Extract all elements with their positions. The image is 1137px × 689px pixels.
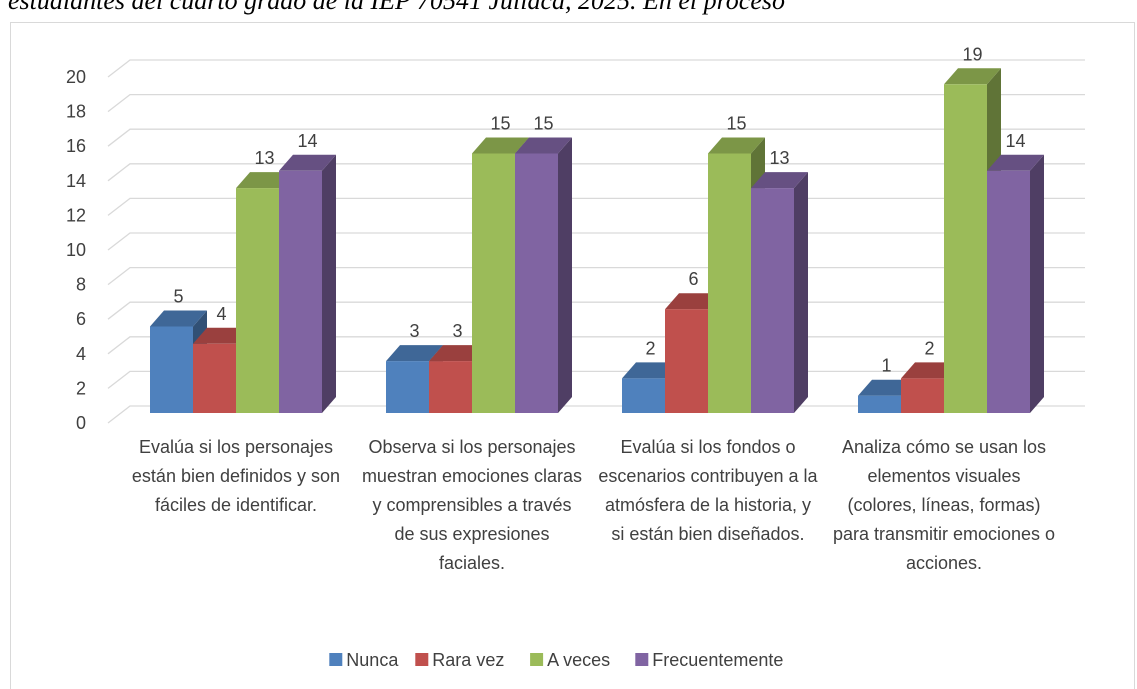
legend: Nunca Rara vez A veces Frecuentemente [329, 650, 783, 670]
y-tick-label: 16 [66, 136, 86, 156]
data-label: 1 [881, 356, 891, 376]
bar [472, 153, 515, 413]
bar-side [1030, 154, 1044, 414]
bar-top [150, 310, 207, 327]
bar-top [665, 293, 722, 310]
bar-top [708, 137, 765, 154]
legend-swatch [530, 653, 544, 666]
bar-top [236, 172, 293, 189]
data-label: 2 [645, 338, 655, 358]
data-label: 2 [924, 338, 934, 358]
bar [150, 326, 193, 413]
y-tick-label: 20 [66, 67, 86, 87]
bar-side [558, 137, 572, 413]
bar [665, 309, 708, 413]
y-tick-label: 12 [66, 205, 86, 225]
bar [386, 361, 429, 413]
y-tick-label: 18 [66, 102, 86, 122]
legend-swatch [635, 653, 649, 666]
bar-top [279, 154, 336, 171]
y-tick-label: 14 [66, 171, 86, 191]
y-tick-label: 4 [76, 344, 86, 364]
data-label: 15 [490, 114, 510, 134]
bar-3d [751, 172, 808, 413]
y-tick-label: 0 [76, 413, 86, 433]
y-tick-label: 2 [76, 378, 86, 398]
x-tick-label: Evalúa si los fondos o escenarios contri… [598, 437, 818, 544]
legend-label: Frecuentemente [652, 650, 783, 670]
grid-line [107, 128, 1085, 147]
bar-3d [515, 137, 572, 413]
grid-line [107, 163, 1085, 182]
data-label: 4 [216, 304, 226, 324]
bar-top [515, 137, 572, 154]
data-label: 19 [962, 44, 982, 64]
bar-top [901, 362, 958, 379]
bar-side [322, 154, 336, 414]
bar-top [472, 137, 529, 154]
bar-3d [279, 154, 336, 414]
bar [429, 361, 472, 413]
legend-swatch [329, 653, 343, 666]
data-label: 3 [409, 321, 419, 341]
bar-top [858, 379, 915, 396]
data-label: 14 [1005, 131, 1025, 151]
bar-3d [987, 154, 1044, 414]
data-label: 3 [452, 321, 462, 341]
x-tick-label: Analiza cómo se usan los elementos visua… [832, 437, 1056, 573]
data-label: 5 [173, 287, 183, 307]
bar-top [944, 68, 1001, 85]
legend-swatch [415, 653, 429, 666]
bar [515, 153, 558, 413]
chart-border [10, 22, 1135, 689]
bar-top [622, 362, 679, 379]
bar [901, 378, 944, 413]
data-label: 13 [254, 148, 274, 168]
bar-top [193, 327, 250, 344]
bar-top [751, 172, 808, 189]
legend-label: Rara vez [432, 650, 504, 670]
data-label: 15 [726, 114, 746, 134]
y-tick-label: 8 [76, 275, 86, 295]
legend-label: A veces [547, 650, 610, 670]
bar [751, 188, 794, 413]
bar [279, 170, 322, 413]
bar [987, 170, 1030, 413]
y-tick-label: 10 [66, 240, 86, 260]
data-label: 6 [688, 269, 698, 289]
bar [193, 343, 236, 413]
x-tick-label: Observa si los personajes muestran emoci… [361, 437, 583, 573]
bar [622, 378, 665, 413]
chart-title: estudiantes del cuarto grado de la IEP 7… [8, 0, 785, 15]
y-tick-label: 6 [76, 309, 86, 329]
legend-label: Nunca [346, 650, 399, 670]
data-label: 13 [769, 148, 789, 168]
bar-side [794, 172, 808, 413]
data-label: 15 [533, 114, 553, 134]
grid-line [107, 93, 1085, 113]
bar-top [386, 345, 443, 362]
grid-line [107, 59, 1085, 78]
bar-3d [150, 310, 207, 413]
data-label: 14 [297, 131, 317, 151]
bar-top [429, 345, 486, 362]
bar [236, 188, 279, 413]
bar-top [987, 154, 1044, 171]
x-tick-label: Evalúa si los personajes están bien defi… [131, 437, 341, 515]
bar [708, 153, 751, 413]
bar [944, 84, 987, 414]
bar [858, 395, 901, 413]
